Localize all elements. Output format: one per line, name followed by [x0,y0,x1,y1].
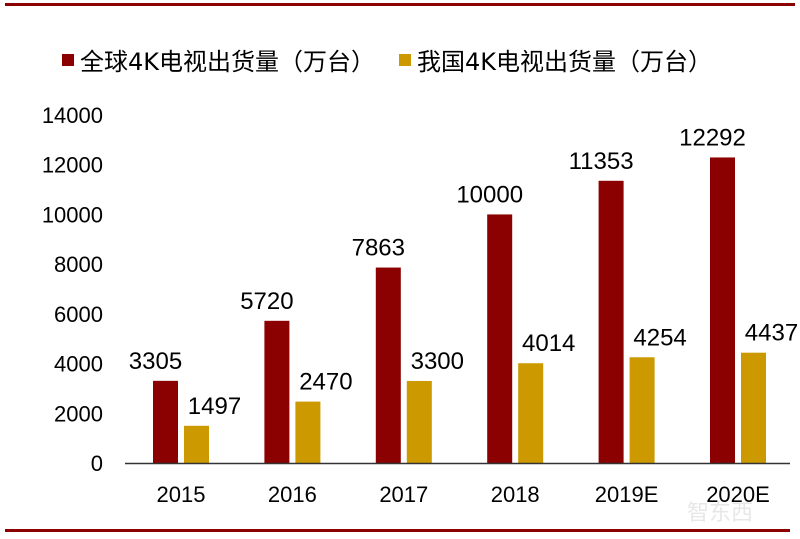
top-rule [5,3,795,6]
legend-label-global: 全球4K电视出货量（万台） [80,48,376,76]
x-tick-label: 2018 [491,482,540,507]
data-label: 2470 [299,369,352,396]
x-tick-label: 2020E [706,482,770,507]
legend-swatch-global [62,53,74,66]
x-tick-label: 2015 [157,482,206,507]
bar-china [295,401,321,463]
bar-global [710,157,735,463]
data-label: 1497 [188,393,241,420]
bar-global [598,180,624,463]
bar-china [184,425,209,463]
legend-item-china: 我国4K电视出货量（万台） [399,42,712,77]
bar-global [487,214,513,463]
legend-item-global: 全球4K电视出货量（万台） [62,42,375,77]
legend: 全球4K电视出货量（万台） 我国4K电视出货量（万台） [62,42,736,77]
data-label: 3300 [411,348,464,375]
data-label: 4437 [745,320,798,347]
bar-china [518,363,544,463]
y-tick-label: 14000 [42,103,103,128]
legend-swatch-china [399,53,412,66]
watermark: 智东西 [687,501,753,526]
bar-global [153,380,178,463]
bottom-rule [5,529,790,532]
data-label: 12292 [679,124,746,151]
x-tick-label: 2016 [268,482,317,507]
data-label: 11353 [569,148,634,175]
y-tick-label: 2000 [54,401,103,426]
y-tick-label: 10000 [42,202,103,227]
y-tick-label: 12000 [42,153,103,178]
bar-china [629,357,655,463]
bar-china [406,380,432,463]
data-label: 3305 [129,348,182,375]
data-label: 10000 [456,181,523,208]
data-label: 4254 [633,324,686,351]
bar-global [375,267,401,463]
legend-label-china: 我国4K电视出货量（万台） [417,48,713,76]
bar-china [741,352,766,463]
y-tick-label: 6000 [54,302,103,327]
data-label: 5720 [240,288,293,315]
x-tick-label: 2019E [595,482,659,507]
data-label: 4014 [522,330,575,357]
x-tick-label: 2017 [379,482,428,507]
data-label: 7863 [352,235,405,262]
bar-global [264,320,290,463]
y-tick-label: 4000 [54,352,103,377]
y-tick-label: 0 [91,451,103,476]
y-tick-label: 8000 [54,252,103,277]
